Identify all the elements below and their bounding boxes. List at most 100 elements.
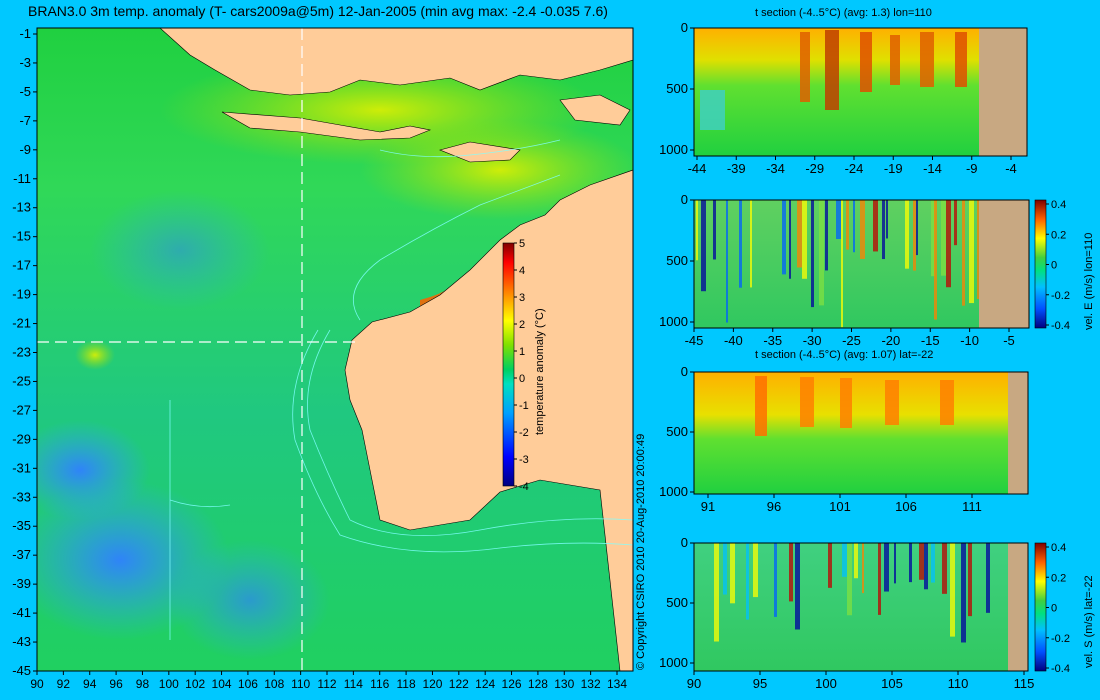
velocity-stripe	[782, 200, 786, 275]
velocity-stripe	[916, 200, 918, 256]
velocity-stripe	[789, 543, 793, 602]
p3-x-tick-label: 96	[767, 499, 781, 514]
map-x-tick-label: 94	[83, 677, 97, 691]
p1-x-tick-label: -4	[1005, 161, 1017, 176]
map-y-tick-label: -29	[12, 431, 31, 446]
velocity-stripe	[862, 543, 864, 594]
panel1-title: t section (-4..5°C) (avg: 1.3) lon=110	[755, 7, 932, 19]
p1-x-tick-label: -29	[805, 161, 824, 176]
temp-colorbar-tick-label: -4	[519, 481, 529, 493]
p2-x-tick-label: -10	[960, 333, 979, 348]
velocity-stripe	[905, 200, 909, 269]
map-y-tick-label: -15	[12, 229, 31, 244]
t-section-lat-chart: 91 96 101 106 111 0 500 1000	[659, 364, 1029, 514]
velocity-stripe	[941, 200, 946, 276]
vel-s-colorbar-tick-label: 0.2	[1051, 572, 1066, 584]
vel-e-section-chart: -45 -40 -35 -30 -25 -20 -15 -10 -5 0 500 1000 0.4 0.2…	[659, 192, 1095, 348]
map-x-tick-label: 116	[370, 677, 389, 691]
p1-y-tick-label: 0	[681, 20, 688, 35]
t-section-lon-chart: -44 -39 -34 -29 -24 -19 -14 -9 -4 0 500 1000	[659, 20, 1028, 176]
map-y-tick-label: -39	[12, 576, 31, 591]
vel-s-colorbar-tick-label: 0.4	[1051, 542, 1066, 554]
p4-x-tick-label: 90	[687, 676, 701, 691]
vel-s-section-chart: 90 95 100 105 110 115050010000.40.20-0.2-0.4 …	[659, 535, 1095, 691]
map-x-tick-label: 108	[264, 677, 284, 691]
vel-e-colorbar-tick-label: -0.4	[1051, 320, 1070, 332]
velocity-stripe	[884, 543, 889, 592]
vel-s-colorbar	[1034, 542, 1047, 672]
velocity-stripe	[811, 200, 814, 308]
p3-y-tick-label: 1000	[659, 484, 688, 499]
velocity-stripe	[934, 200, 937, 320]
velocity-stripe	[909, 543, 912, 583]
map-x-tick-label: 124	[475, 677, 495, 691]
velocity-stripe	[924, 543, 928, 590]
temp-colorbar-tick-label: 3	[519, 292, 525, 304]
p2-x-tick-label: -40	[724, 333, 743, 348]
map-y-tick-label: -41	[12, 605, 31, 620]
map-x-tick-label: 112	[317, 677, 336, 691]
temp-colorbar-tick-label: -2	[519, 427, 529, 439]
map-y-tick-label: -21	[12, 316, 31, 331]
map-y-tick-label: -43	[12, 634, 31, 649]
velocity-stripe	[977, 200, 979, 300]
map-x-tick-label: 118	[397, 677, 416, 691]
velocity-stripe	[797, 200, 802, 268]
map-x-tick-label: 104	[212, 677, 232, 691]
velocity-stripe	[714, 543, 719, 642]
map-x-tick-label: 120	[422, 677, 442, 691]
velocity-stripe	[842, 543, 847, 577]
velocity-stripe	[969, 200, 974, 304]
p2-x-tick-label: -35	[763, 333, 782, 348]
map-x-tick-label: 128	[528, 677, 548, 691]
p2-x-tick-label: -5	[1003, 333, 1015, 348]
p2-x-tick-label: -45	[685, 333, 704, 348]
p3-x-tick-label: 111	[962, 499, 982, 514]
p4-y-tick-label: 1000	[659, 655, 688, 670]
velocity-stripe	[931, 200, 935, 277]
velocity-stripe	[986, 543, 990, 613]
vel-s-colorbar-tick-label: -0.4	[1051, 663, 1070, 675]
p2-x-tick-label: -30	[803, 333, 822, 348]
p3-x-tick-label: 106	[895, 499, 917, 514]
vel-e-colorbar-tick-label: -0.2	[1051, 290, 1070, 302]
velocity-stripe	[854, 543, 858, 579]
p3-y-tick-label: 500	[666, 424, 688, 439]
temp-colorbar-tick-label: 0	[519, 373, 525, 385]
copyright-block: © Copyright CSIRO 2010 20-Aug-2010 20:00…	[635, 434, 647, 670]
map-y-tick-label: -3	[19, 55, 31, 70]
velocity-stripe	[726, 200, 728, 323]
velocity-stripe	[846, 200, 849, 250]
temp-colorbar	[502, 242, 515, 487]
map-y-tick-label: -25	[12, 373, 31, 388]
velocity-stripe	[789, 200, 791, 279]
velocity-stripe	[878, 543, 881, 615]
map-y-tick-label: -37	[12, 547, 31, 562]
map-x-tick-label: 132	[581, 677, 601, 691]
velocity-stripe	[713, 200, 716, 260]
p1-x-tick-label: -19	[884, 161, 903, 176]
p2-x-tick-label: -15	[921, 333, 940, 348]
velocity-stripe	[894, 543, 896, 584]
velocity-stripe	[841, 200, 843, 328]
map-x-tick-label: 100	[159, 677, 179, 691]
temp-colorbar-tick-label: 2	[519, 319, 525, 331]
map-x-tick-label: 110	[291, 677, 310, 691]
map-y-tick-label: -5	[19, 84, 31, 99]
map-y-tick-label: -31	[12, 460, 31, 475]
velocity-stripe	[739, 200, 742, 288]
velocity-stripe	[730, 543, 735, 604]
map-y-tick-label: -45	[12, 663, 31, 678]
p1-x-tick-label: -39	[727, 161, 746, 176]
velocity-stripe	[825, 200, 828, 271]
vel-e-colorbar-tick-label: 0.4	[1051, 199, 1066, 211]
p1-y-tick-label: 1000	[659, 142, 688, 157]
temp-colorbar-tick-label: -1	[519, 400, 529, 412]
p3-x-tick-label: 91	[701, 499, 715, 514]
map-field	[37, 28, 633, 671]
velocity-stripe	[750, 200, 752, 288]
p1-y-tick-label: 500	[666, 81, 688, 96]
main-title: BRAN3.0 3m temp. anomaly (T- cars2009a@5…	[28, 3, 608, 19]
velocity-stripe	[882, 200, 885, 260]
p4-x-tick-label: 115	[1014, 676, 1035, 691]
